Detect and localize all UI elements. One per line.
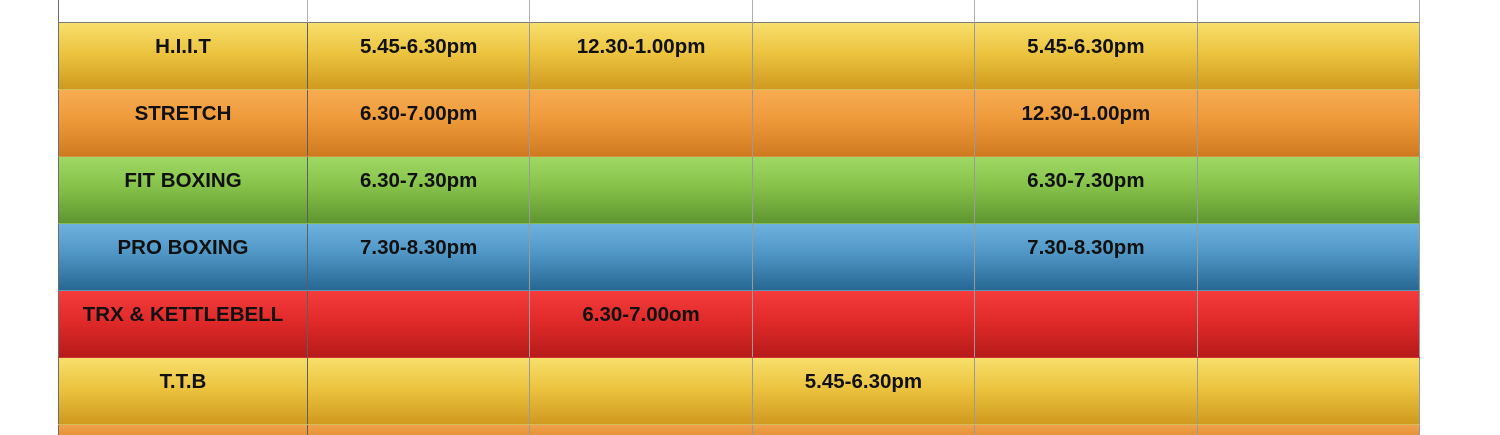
time-slot: 7.30-8.30pm — [360, 236, 478, 259]
header-cell — [975, 0, 1198, 23]
header-row — [58, 0, 1420, 23]
time-slot: 5.45-6.30pm — [804, 370, 923, 393]
time-slot-cell: 12.30-1.00pm — [975, 90, 1198, 156]
class-name: TRX & KETTLEBELL — [82, 303, 284, 326]
table-row-trx-kettlebell: TRX & KETTLEBELL 6.30-7.00om — [58, 291, 1420, 358]
partial-cell — [975, 425, 1198, 435]
partial-cell — [308, 425, 531, 435]
table-row-hiit: H.I.I.T 5.45-6.30pm 12.30-1.00pm 5.45-6.… — [58, 23, 1420, 90]
time-slot-cell: 6.30-7.30pm — [308, 157, 531, 223]
time-slot-cell — [308, 358, 531, 424]
header-cell — [752, 0, 976, 23]
time-slot-cell — [753, 23, 976, 89]
class-name-cell: T.T.B — [58, 358, 308, 424]
time-slot: 6.30-7.00pm — [360, 102, 478, 125]
partial-cell — [1198, 425, 1420, 435]
header-cell — [308, 0, 531, 23]
table-row-partial — [58, 425, 1420, 435]
time-slot-cell — [1198, 358, 1420, 424]
time-slot-cell: 5.45-6.30pm — [975, 23, 1198, 89]
table-row-ttb: T.T.B 5.45-6.30pm — [58, 358, 1420, 425]
time-slot-cell: 5.45-6.30pm — [753, 358, 976, 424]
time-slot-cell — [1198, 157, 1420, 223]
time-slot-cell: 5.45-6.30pm — [308, 23, 531, 89]
time-slot: 7.30-8.30pm — [1027, 236, 1145, 259]
time-slot-cell: 12.30-1.00pm — [530, 23, 753, 89]
time-slot: 5.45-6.30pm — [1027, 35, 1145, 58]
partial-cell — [753, 425, 976, 435]
time-slot-cell: 7.30-8.30pm — [308, 224, 531, 290]
time-slot-cell — [975, 358, 1198, 424]
class-name-cell: FIT BOXING — [58, 157, 308, 223]
time-slot-cell: 7.30-8.30pm — [975, 224, 1198, 290]
partial-cell — [530, 425, 753, 435]
header-cell — [1197, 0, 1420, 23]
time-slot-cell — [530, 358, 753, 424]
time-slot: 12.30-1.00pm — [576, 35, 706, 58]
time-slot: 12.30-1.00pm — [1021, 102, 1151, 125]
time-slot: 6.30-7.00om — [582, 303, 700, 326]
time-slot-cell: 6.30-7.00om — [530, 291, 753, 357]
time-slot-cell: 6.30-7.00pm — [308, 90, 531, 156]
table-row-pro-boxing: PRO BOXING 7.30-8.30pm 7.30-8.30pm — [58, 224, 1420, 291]
class-name: FIT BOXING — [124, 169, 242, 192]
time-slot-cell — [308, 291, 531, 357]
class-name-cell: STRETCH — [58, 90, 308, 156]
time-slot-cell — [753, 291, 976, 357]
time-slot: 6.30-7.30pm — [360, 169, 478, 192]
time-slot-cell — [753, 224, 976, 290]
class-name: STRETCH — [134, 102, 232, 125]
time-slot-cell — [1198, 291, 1420, 357]
table-row-fit-boxing: FIT BOXING 6.30-7.30pm 6.30-7.30pm — [58, 157, 1420, 224]
time-slot-cell — [1198, 224, 1420, 290]
time-slot-cell — [975, 291, 1198, 357]
time-slot: 6.30-7.30pm — [1027, 169, 1145, 192]
class-name-cell: TRX & KETTLEBELL — [58, 291, 308, 357]
table-row-stretch: STRETCH 6.30-7.00pm 12.30-1.00pm — [58, 90, 1420, 157]
time-slot-cell — [530, 224, 753, 290]
time-slot-cell — [1198, 23, 1420, 89]
time-slot: 5.45-6.30pm — [360, 35, 478, 58]
class-name: T.T.B — [159, 370, 207, 393]
time-slot-cell — [753, 157, 976, 223]
time-slot-cell — [753, 90, 976, 156]
time-slot-cell: 6.30-7.30pm — [975, 157, 1198, 223]
time-slot-cell — [530, 90, 753, 156]
time-slot-cell — [1198, 90, 1420, 156]
class-name-cell: PRO BOXING — [58, 224, 308, 290]
time-slot-cell — [530, 157, 753, 223]
partial-cell — [58, 425, 308, 435]
class-timetable: H.I.I.T 5.45-6.30pm 12.30-1.00pm 5.45-6.… — [58, 0, 1420, 435]
class-name-cell: H.I.I.T — [58, 23, 308, 89]
header-cell — [58, 0, 308, 23]
class-name: H.I.I.T — [155, 35, 211, 58]
class-name: PRO BOXING — [117, 236, 249, 259]
header-cell — [530, 0, 753, 23]
